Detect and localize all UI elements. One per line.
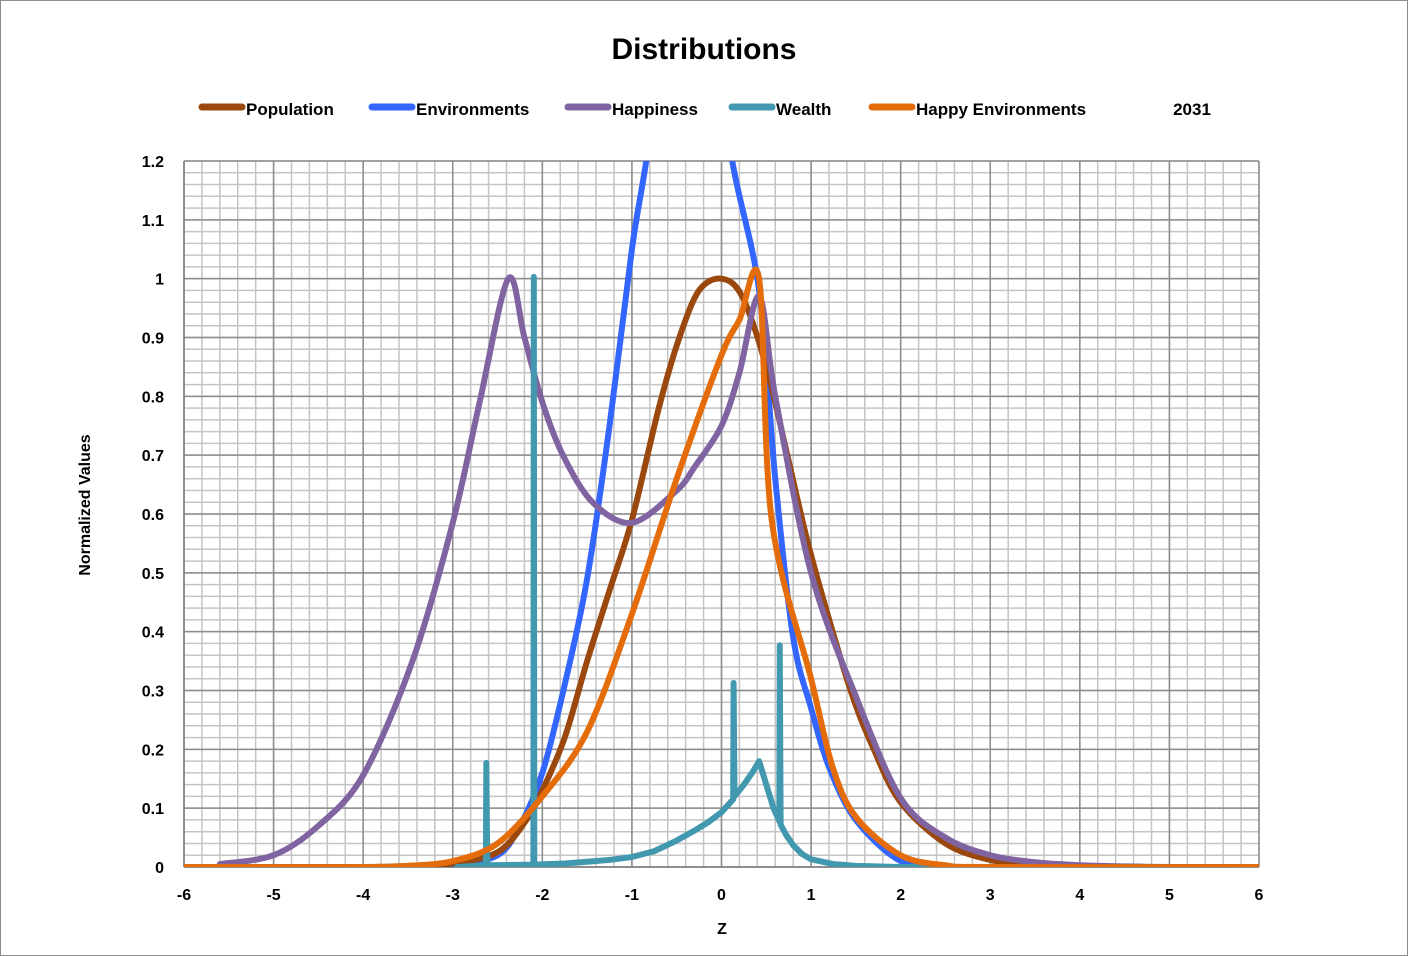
y-axis-label: Normalized Values: [77, 434, 94, 575]
x-tick-label: 6: [1255, 887, 1264, 904]
y-tick-label: 1.1: [142, 213, 164, 230]
series-lines: [184, 161, 1259, 867]
y-tick-label: 0.2: [142, 742, 164, 759]
x-tick-label: -3: [446, 887, 460, 904]
y-tick-label: 0.4: [142, 625, 164, 642]
x-tick-label: 4: [1075, 887, 1084, 904]
x-tick-label: -1: [625, 887, 639, 904]
legend-label: Happiness: [612, 100, 698, 119]
tick-labels: -6 -5 -4 -3 -2 -1 0 1 2 3 4 5 6 0 0.1 0.2 0.3 0.4 0.5 0.6 0.…: [142, 154, 1264, 904]
series-line-happy-environments: [184, 266, 1259, 867]
y-tick-label: 0: [155, 860, 164, 877]
x-axis-label: Z: [717, 921, 727, 938]
series-line-happiness: [216, 274, 1173, 867]
year-annotation: 2031: [1173, 100, 1211, 119]
legend-label: Environments: [416, 100, 529, 119]
x-tick-label: 0: [717, 887, 726, 904]
x-tick-label: 3: [986, 887, 995, 904]
series-line-population: [184, 275, 1259, 867]
y-tick-label: 0.6: [142, 507, 164, 524]
y-tick-label: 0.7: [142, 448, 164, 465]
gridlines: [183, 160, 1260, 868]
x-tick-label: -6: [177, 887, 191, 904]
y-tick-label: 0.9: [142, 331, 164, 348]
series-line-wealth: [454, 273, 949, 867]
x-tick-label: 1: [807, 887, 816, 904]
y-tick-label: 0.1: [142, 801, 164, 818]
y-tick-label: 0.3: [142, 684, 164, 701]
legend-label: Population: [246, 100, 334, 119]
y-tick-label: 0.5: [142, 566, 164, 583]
legend-label: Happy Environments: [916, 100, 1086, 119]
x-tick-label: -4: [356, 887, 370, 904]
x-tick-label: -2: [535, 887, 549, 904]
x-tick-label: 2: [896, 887, 905, 904]
legend: Population Environments Happiness Wealth Hap…: [198, 100, 1086, 119]
y-tick-label: 1.2: [142, 154, 164, 171]
y-tick-label: 1: [155, 272, 164, 289]
legend-label: Wealth: [776, 100, 831, 119]
x-tick-label: -5: [266, 887, 280, 904]
x-tick-label: 5: [1165, 887, 1174, 904]
chart-title: Distributions: [612, 33, 797, 66]
y-tick-label: 0.8: [142, 389, 164, 406]
